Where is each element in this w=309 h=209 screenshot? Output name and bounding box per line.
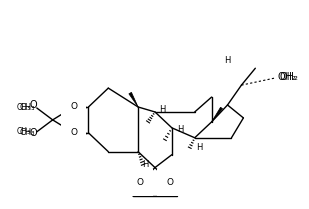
Text: O: O [70, 128, 77, 137]
Text: O: O [70, 102, 77, 111]
Text: H: H [197, 143, 203, 152]
Polygon shape [129, 92, 138, 107]
Text: O: O [167, 178, 173, 187]
Text: CH₃: CH₃ [19, 128, 35, 137]
Text: O: O [29, 100, 37, 110]
Text: H: H [142, 160, 148, 169]
Polygon shape [212, 107, 222, 122]
Text: O: O [137, 178, 144, 187]
Text: CH₃: CH₃ [17, 103, 31, 112]
Text: O: O [167, 178, 173, 187]
Text: OH₂: OH₂ [279, 72, 298, 82]
Text: H: H [177, 125, 183, 134]
Text: O: O [70, 102, 77, 111]
Text: H: H [159, 106, 165, 115]
Text: O: O [29, 128, 37, 138]
Text: O: O [167, 178, 173, 187]
Text: CH₃: CH₃ [17, 127, 31, 136]
Text: OH₂: OH₂ [277, 72, 296, 82]
Text: O: O [70, 128, 77, 137]
Text: CH₃: CH₃ [19, 103, 35, 112]
Text: H: H [224, 56, 231, 65]
Text: O: O [137, 178, 144, 187]
